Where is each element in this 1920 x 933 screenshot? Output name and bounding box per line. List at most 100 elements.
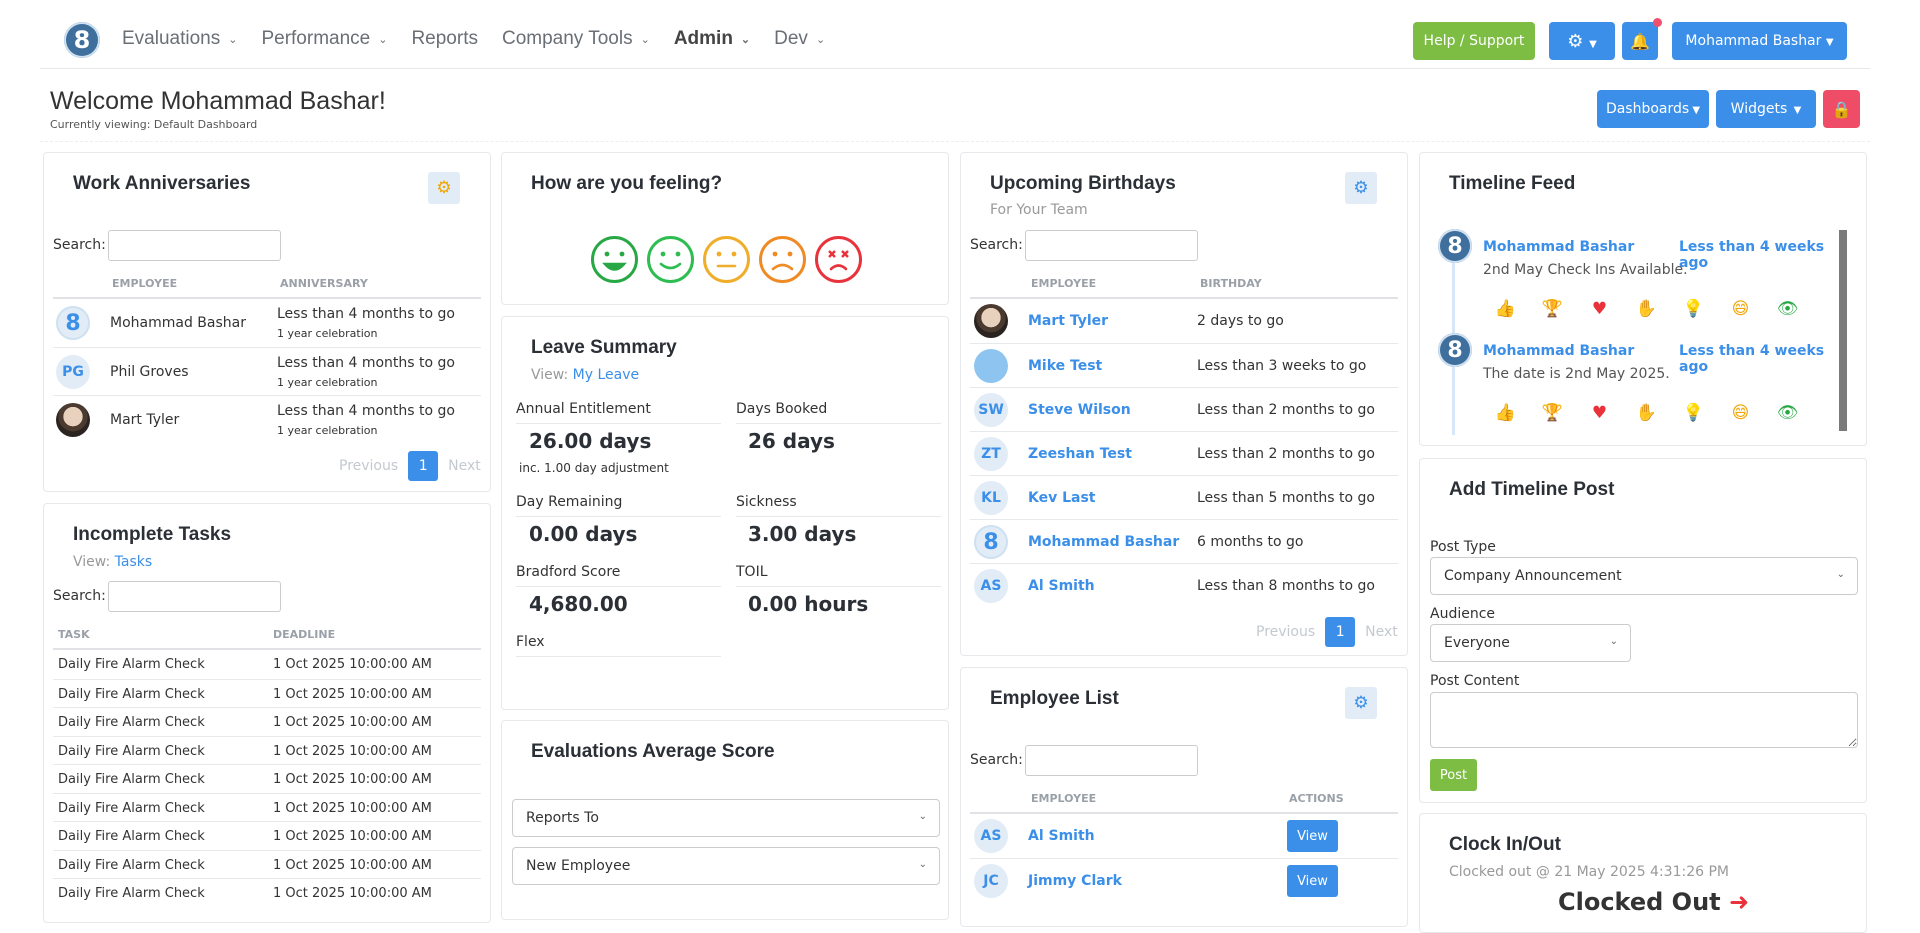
post-content-textarea[interactable] bbox=[1430, 692, 1858, 748]
page-1-button[interactable]: 1 bbox=[1325, 617, 1356, 647]
table-row[interactable]: Daily Fire Alarm Check 1 Oct 2025 10:00:0… bbox=[53, 878, 481, 906]
widget-settings-button[interactable]: ⚙ bbox=[1345, 172, 1377, 204]
lock-dashboard-button[interactable]: 🔒 bbox=[1823, 90, 1860, 128]
eye-icon[interactable]: 👁 bbox=[1776, 403, 1799, 423]
employee-name-link[interactable]: Steve Wilson bbox=[1028, 402, 1131, 418]
reaction-bar: 👍 🏆 ♥ ✋ 💡 😄 👁 bbox=[1482, 403, 1811, 423]
employee-name-link[interactable]: Zeeshan Test bbox=[1028, 446, 1132, 462]
search-input[interactable] bbox=[108, 230, 281, 261]
care-hand-icon[interactable]: ✋ bbox=[1635, 299, 1658, 319]
task-deadline: 1 Oct 2025 10:00:00 AM bbox=[273, 772, 432, 787]
previous-page-link[interactable]: Previous bbox=[1256, 624, 1316, 640]
nav-item-company-tools[interactable]: Company Tools ⌄ bbox=[502, 28, 650, 50]
scrollbar-thumb[interactable] bbox=[1839, 230, 1847, 431]
eye-icon[interactable]: 👁 bbox=[1776, 299, 1799, 319]
trophy-icon[interactable]: 🏆 bbox=[1541, 299, 1564, 319]
current-dashboard-text: Currently viewing: Default Dashboard bbox=[50, 118, 258, 131]
divider bbox=[736, 516, 941, 517]
table-row[interactable]: Daily Fire Alarm Check 1 Oct 2025 10:00:0… bbox=[53, 678, 481, 707]
birthday-text: 2 days to go bbox=[1197, 313, 1284, 329]
settings-button[interactable]: ⚙ ▼ bbox=[1549, 22, 1615, 60]
help-support-button[interactable]: Help / Support bbox=[1413, 22, 1535, 60]
post-author-link[interactable]: Mohammad Bashar bbox=[1483, 343, 1635, 359]
table-row[interactable]: Daily Fire Alarm Check 1 Oct 2025 10:00:0… bbox=[53, 849, 481, 878]
employee-type-select[interactable]: New Employee ⌄ bbox=[512, 847, 940, 885]
nav-item-evaluations[interactable]: Evaluations ⌄ bbox=[122, 28, 237, 50]
search-input[interactable] bbox=[1025, 745, 1198, 776]
notifications-button[interactable]: 🔔 bbox=[1622, 22, 1658, 60]
audience-select[interactable]: Everyone ⌄ bbox=[1430, 624, 1631, 662]
laugh-icon[interactable]: 😄 bbox=[1731, 299, 1750, 319]
chevron-down-icon: ⌄ bbox=[640, 33, 650, 46]
employee-name-link[interactable]: Mike Test bbox=[1028, 358, 1103, 374]
nav-item-label: Dev bbox=[774, 28, 808, 49]
nav-item-admin[interactable]: Admin ⌄ bbox=[674, 28, 750, 50]
heart-icon[interactable]: ♥ bbox=[1591, 403, 1608, 423]
view-employee-button[interactable]: View bbox=[1287, 865, 1338, 897]
dashboards-button[interactable]: Dashboards ▼ bbox=[1597, 90, 1709, 128]
laugh-icon[interactable]: 😄 bbox=[1731, 403, 1750, 423]
heart-icon[interactable]: ♥ bbox=[1591, 299, 1608, 319]
mood-selector bbox=[590, 235, 863, 284]
widgets-button[interactable]: Widgets ▼ bbox=[1716, 90, 1816, 128]
nav-item-reports[interactable]: Reports bbox=[411, 28, 478, 50]
days-booked-value: 26 days bbox=[748, 429, 835, 453]
table-row[interactable]: Daily Fire Alarm Check 1 Oct 2025 10:00:0… bbox=[53, 821, 481, 849]
table-row[interactable]: Daily Fire Alarm Check 1 Oct 2025 10:00:0… bbox=[53, 764, 481, 792]
table-row[interactable]: Daily Fire Alarm Check 1 Oct 2025 10:00:0… bbox=[53, 707, 481, 735]
annual-entitlement-label: Annual Entitlement bbox=[516, 401, 651, 417]
thumbs-up-icon[interactable]: 👍 bbox=[1494, 299, 1517, 319]
chevron-down-icon: ⌄ bbox=[918, 859, 927, 870]
page-1-button[interactable]: 1 bbox=[408, 451, 439, 481]
clocked-status[interactable]: Clocked Out ➜ bbox=[1558, 888, 1749, 916]
very-happy-face-icon[interactable] bbox=[590, 235, 639, 284]
company-logo[interactable]: 8 bbox=[64, 22, 100, 58]
care-hand-icon[interactable]: ✋ bbox=[1635, 403, 1658, 423]
post-button[interactable]: Post bbox=[1430, 759, 1477, 791]
view-link-row: View: Tasks bbox=[73, 554, 152, 570]
employee-name-link[interactable]: Jimmy Clark bbox=[1028, 873, 1122, 889]
evaluations-average-widget: Evaluations Average Score Reports To ⌄ Ne… bbox=[501, 720, 949, 920]
nav-item-dev[interactable]: Dev ⌄ bbox=[774, 28, 825, 50]
reports-to-select[interactable]: Reports To ⌄ bbox=[512, 799, 940, 837]
nav-item-performance[interactable]: Performance ⌄ bbox=[261, 28, 387, 50]
lightbulb-icon[interactable]: 💡 bbox=[1682, 403, 1705, 423]
employee-name-link[interactable]: Al Smith bbox=[1028, 578, 1095, 594]
search-input[interactable] bbox=[108, 581, 281, 612]
widget-settings-button[interactable]: ⚙ bbox=[428, 172, 460, 204]
trophy-icon[interactable]: 🏆 bbox=[1541, 403, 1564, 423]
employee-name-link[interactable]: Kev Last bbox=[1028, 490, 1096, 506]
table-row[interactable]: Daily Fire Alarm Check 1 Oct 2025 10:00:0… bbox=[53, 650, 481, 678]
post-type-select[interactable]: Company Announcement ⌄ bbox=[1430, 557, 1858, 595]
previous-page-link[interactable]: Previous bbox=[339, 458, 399, 474]
table-row[interactable]: Daily Fire Alarm Check 1 Oct 2025 10:00:0… bbox=[53, 735, 481, 764]
neutral-face-icon[interactable] bbox=[702, 235, 751, 284]
timeline-post: 8 Mohammad Bashar Less than 4 weeks ago 2nd… bbox=[1420, 229, 1840, 329]
next-page-link[interactable]: Next bbox=[1365, 624, 1398, 640]
table-header-line bbox=[970, 297, 1398, 299]
post-content-label: Post Content bbox=[1430, 673, 1520, 689]
search-label: Search: bbox=[53, 237, 106, 253]
post-time: Less than 4 weeks ago bbox=[1679, 239, 1825, 271]
chevron-down-icon: ⌄ bbox=[378, 33, 388, 46]
search-input[interactable] bbox=[1025, 230, 1198, 261]
user-menu-button[interactable]: Mohammad Bashar ▼ bbox=[1672, 22, 1847, 60]
very-sad-face-icon[interactable] bbox=[814, 235, 863, 284]
table-row[interactable]: Daily Fire Alarm Check 1 Oct 2025 10:00:0… bbox=[53, 792, 481, 821]
employee-name-link[interactable]: Mart Tyler bbox=[1028, 313, 1109, 329]
task-deadline: 1 Oct 2025 10:00:00 AM bbox=[273, 657, 432, 672]
employee-name-link[interactable]: Mohammad Bashar bbox=[1028, 534, 1180, 550]
thumbs-up-icon[interactable]: 👍 bbox=[1494, 403, 1517, 423]
search-label: Search: bbox=[53, 588, 106, 604]
sad-face-icon[interactable] bbox=[758, 235, 807, 284]
lightbulb-icon[interactable]: 💡 bbox=[1682, 299, 1705, 319]
next-page-link[interactable]: Next bbox=[448, 458, 481, 474]
employee-name-link[interactable]: Al Smith bbox=[1028, 828, 1095, 844]
my-leave-link[interactable]: My Leave bbox=[572, 367, 640, 383]
post-author-link[interactable]: Mohammad Bashar bbox=[1483, 239, 1635, 255]
widget-settings-button[interactable]: ⚙ bbox=[1345, 687, 1377, 719]
task-name: Daily Fire Alarm Check bbox=[58, 772, 205, 787]
happy-face-icon[interactable] bbox=[646, 235, 695, 284]
view-employee-button[interactable]: View bbox=[1287, 820, 1338, 852]
tasks-link[interactable]: Tasks bbox=[114, 554, 153, 570]
